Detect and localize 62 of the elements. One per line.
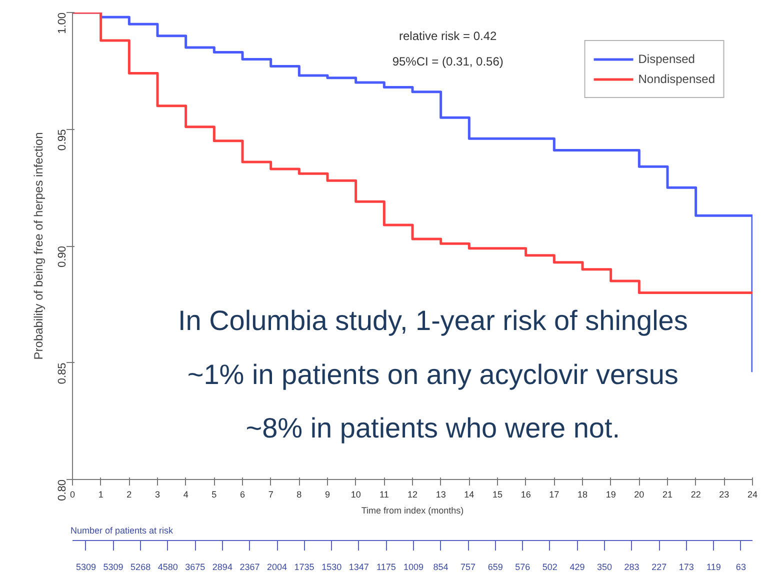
x-tick-label: 14 <box>464 490 474 500</box>
data-label: 576 <box>515 562 530 572</box>
data-label: 659 <box>488 562 503 572</box>
x-tick-label: 21 <box>662 490 673 500</box>
x-tick-label: 16 <box>520 490 531 500</box>
data-label: 502 <box>542 562 558 572</box>
x-tick-label: 12 <box>407 490 418 500</box>
data-label: 5309 <box>76 562 96 572</box>
x-tick-label: 5 <box>212 490 217 500</box>
data-label: 1175 <box>376 562 396 572</box>
x-tick-label: 19 <box>606 490 616 500</box>
x-tick-label: 8 <box>296 490 302 500</box>
x-tick-label: 15 <box>492 490 503 500</box>
data-label: 63 <box>736 562 746 572</box>
x-tick-label: 7 <box>268 490 274 500</box>
x-axis-title: Time from index (months) <box>361 506 464 516</box>
x-tick-label: 9 <box>324 490 330 500</box>
text: Number of patients at risk <box>70 526 174 536</box>
y-tick-label: 0.80 <box>56 479 68 501</box>
y-tick-label: 0.90 <box>56 246 68 268</box>
x-tick-label: 6 <box>240 490 246 500</box>
data-label: 1009 <box>403 562 424 572</box>
data-label: 283 <box>624 562 640 572</box>
data-label: 1347 <box>348 562 369 572</box>
data-label: 757 <box>460 562 476 572</box>
data-label: 227 <box>652 562 667 572</box>
legend-label: Dispensed <box>638 52 695 66</box>
annotation: relative risk = 0.42 95%CI = (0.31, 0.56) <box>392 28 504 69</box>
y-tick-label: 1.00 <box>56 12 68 34</box>
y-tick-label: 0.85 <box>56 362 68 384</box>
x-tick-label: 4 <box>183 490 188 500</box>
y-tick-label: 0.95 <box>56 129 68 151</box>
data-label: 854 <box>433 562 448 572</box>
data-label: 2894 <box>212 562 232 572</box>
x-tick-label: 1 <box>98 490 104 500</box>
data-label: 4580 <box>158 562 178 572</box>
x-tick-label: 22 <box>690 490 701 500</box>
x-tick-label: 24 <box>747 490 758 500</box>
data-label: 1735 <box>294 562 314 572</box>
data-label: 5268 <box>130 562 151 572</box>
data-label: 350 <box>596 562 612 572</box>
x-tick-label: 2 <box>126 490 132 500</box>
data-label: 2367 <box>240 562 260 572</box>
x-tick-label: 11 <box>379 490 389 500</box>
legend-label: Nondispensed <box>638 72 715 86</box>
x-tick-label: 17 <box>549 490 560 500</box>
x-tick-label: 23 <box>719 490 730 500</box>
data-label: 3675 <box>185 562 206 572</box>
x-tick-label: 13 <box>436 490 446 500</box>
data-label: 173 <box>678 562 694 572</box>
x-tick-label: 3 <box>154 490 160 500</box>
x-tick-label: 18 <box>577 490 588 500</box>
y-axis-title: Probability of being free of herpes infection <box>32 132 46 360</box>
data-label: 429 <box>570 562 585 572</box>
data-label: 2004 <box>267 562 288 572</box>
data-label: 5309 <box>103 562 124 572</box>
x-tick-label: 0 <box>70 490 76 500</box>
data-label: 119 <box>706 562 721 572</box>
data-label: 1530 <box>322 562 342 572</box>
annotation: In Columbia study, 1-year risk of shingles ~1% in patients on any acyclovir versus ~8% in patients who were not. <box>178 305 688 444</box>
x-tick-label: 20 <box>634 490 644 500</box>
x-tick-label: 10 <box>350 490 361 500</box>
